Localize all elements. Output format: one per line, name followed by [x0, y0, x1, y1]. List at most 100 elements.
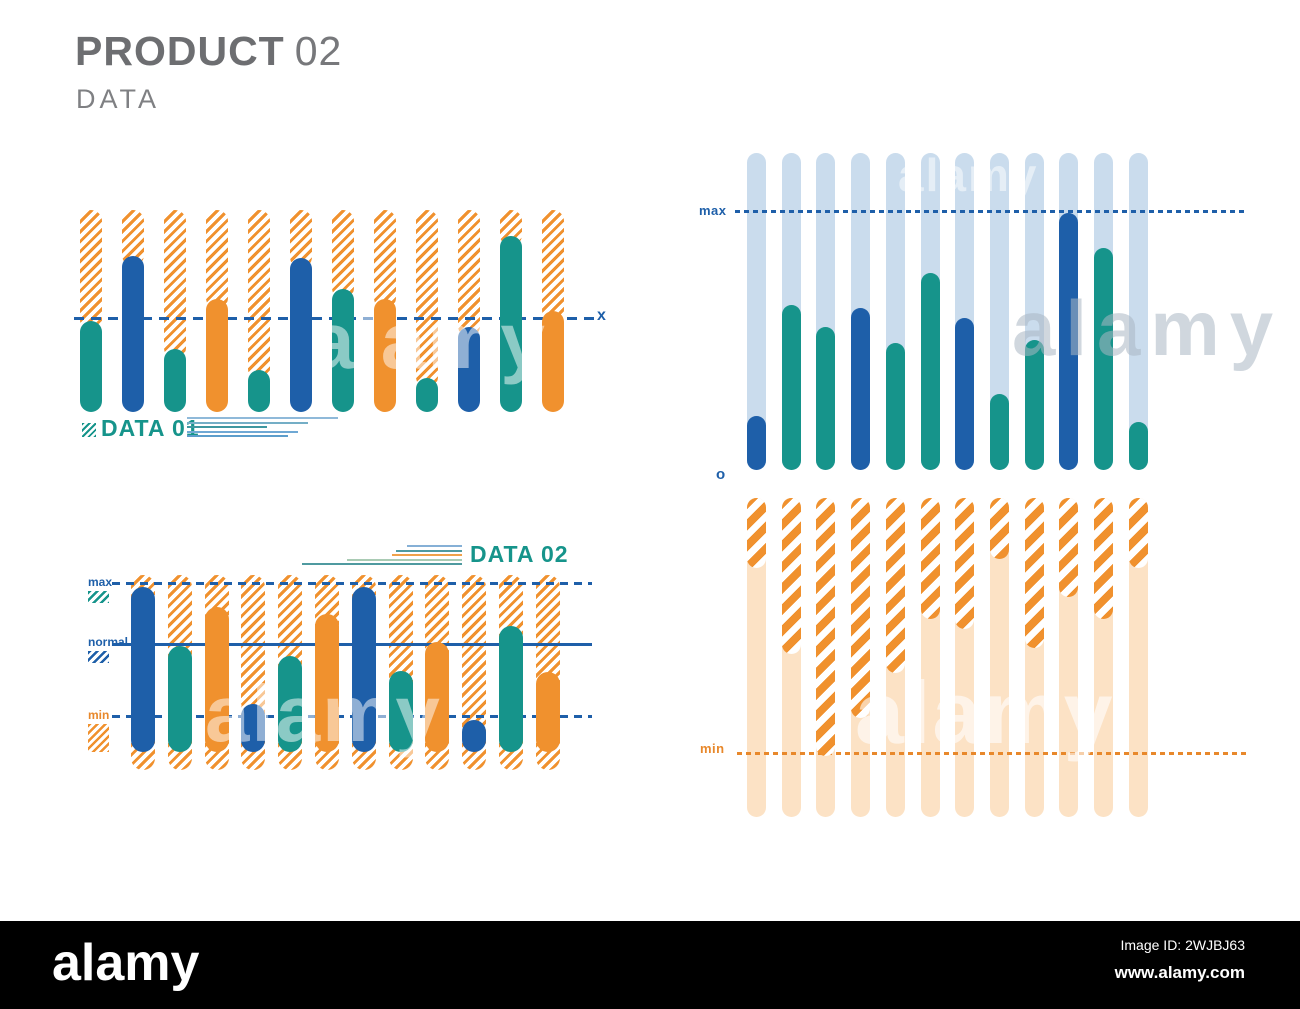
hanging-hatched-bar — [816, 498, 836, 757]
track-bar — [1128, 498, 1148, 817]
hanging-hatched-bar — [851, 498, 871, 719]
right-zero-label: o — [716, 466, 726, 483]
track-bar — [989, 153, 1009, 470]
track-bar — [920, 498, 940, 817]
solid-bar — [747, 416, 766, 470]
hanging-hatched-bar — [1128, 498, 1148, 569]
hatched-column — [315, 575, 339, 770]
watermark-text: alamy — [898, 149, 1039, 201]
solid-bar — [416, 377, 438, 412]
solid-bar — [167, 645, 192, 752]
alamy-url-text: www.alamy.com — [1114, 963, 1245, 982]
watermark-text: alamy — [310, 296, 547, 385]
hatched-column — [204, 575, 229, 770]
solid-bar — [885, 343, 905, 470]
decor-line — [302, 563, 462, 566]
track-bar — [747, 498, 766, 817]
track-bar — [816, 153, 836, 470]
hatched-column — [351, 575, 376, 770]
attribution-meta: Image ID: 2WJBJ63 www.alamy.com — [1115, 937, 1245, 983]
solid-bar — [315, 613, 339, 752]
track-bar — [747, 153, 766, 470]
page-title-number: 02 — [294, 28, 343, 74]
track-bar — [885, 153, 905, 470]
track-bar — [1024, 153, 1044, 470]
min-dashed-line — [112, 715, 592, 719]
solid-bar — [374, 298, 396, 412]
hatched-column — [499, 575, 523, 770]
hatched-column — [458, 210, 480, 338]
track-bar — [955, 498, 975, 817]
track-bar — [955, 153, 975, 470]
decor-line — [187, 430, 298, 433]
hatched-column — [416, 210, 438, 388]
right-lower-min-label: min — [700, 741, 725, 756]
decor-line — [187, 435, 288, 438]
data01-title: DATA 01 — [101, 415, 200, 441]
solid-bar — [164, 349, 186, 412]
solid-bar — [290, 258, 312, 412]
solid-bar — [248, 369, 270, 412]
track-bar — [816, 498, 836, 817]
solid-bar — [816, 327, 836, 470]
solid-bar — [499, 626, 523, 752]
page-title-main: PRODUCT — [75, 28, 285, 74]
solid-bar — [388, 670, 413, 752]
x-dashed-line — [74, 316, 596, 320]
legend-swatch-normal — [88, 651, 109, 664]
solid-bar — [241, 704, 266, 752]
solid-bar — [458, 327, 480, 412]
solid-bar — [462, 720, 487, 752]
hanging-hatched-bar — [885, 498, 905, 674]
solid-bar — [989, 393, 1009, 470]
hatched-column — [278, 575, 303, 770]
solid-bar — [80, 321, 102, 412]
hatched-column — [462, 575, 487, 770]
watermark-text: alamy — [205, 669, 442, 758]
hanging-hatched-bar — [1024, 498, 1044, 648]
hatched-column — [500, 210, 522, 247]
hatched-column — [206, 210, 228, 309]
image-id-text: Image ID: 2WJBJ63 — [1120, 937, 1246, 953]
max-dashed-line — [735, 210, 1246, 214]
legend-label-min: min — [88, 707, 110, 722]
attribution-bar: alamy Image ID: 2WJBJ63 www.alamy.com — [0, 921, 1300, 1009]
right-upper-max-label: max — [699, 203, 727, 218]
solid-bar — [955, 317, 975, 470]
page-title: PRODUCT 02 — [75, 28, 342, 75]
solid-bar — [500, 236, 522, 412]
solid-bar — [920, 273, 940, 470]
watermark-text: alamy — [855, 663, 1115, 762]
solid-bar — [542, 311, 564, 412]
hatched-column — [167, 575, 192, 770]
solid-bar — [131, 587, 155, 752]
watermark-text: alamy — [1012, 284, 1284, 372]
hatched-column — [332, 210, 354, 299]
solid-bar — [351, 587, 376, 752]
solid-bar — [1128, 422, 1148, 470]
track-bar — [1128, 153, 1148, 470]
hanging-hatched-bar — [781, 498, 801, 655]
decor-line — [396, 549, 462, 552]
min-dashed-line — [737, 751, 1246, 755]
track-bar — [1024, 498, 1044, 817]
decor-line — [187, 421, 308, 424]
max-dashed-line — [112, 582, 592, 586]
hatched-column — [122, 210, 144, 267]
decor-line — [347, 558, 462, 561]
track-bar — [1059, 153, 1079, 470]
track-bar — [1094, 153, 1113, 470]
track-bar — [781, 153, 801, 470]
track-bar — [989, 498, 1009, 817]
track-bar — [1059, 498, 1079, 817]
hanging-hatched-bar — [955, 498, 975, 629]
hatched-column — [542, 210, 564, 321]
track-bar — [781, 498, 801, 817]
solid-bar — [122, 256, 144, 412]
